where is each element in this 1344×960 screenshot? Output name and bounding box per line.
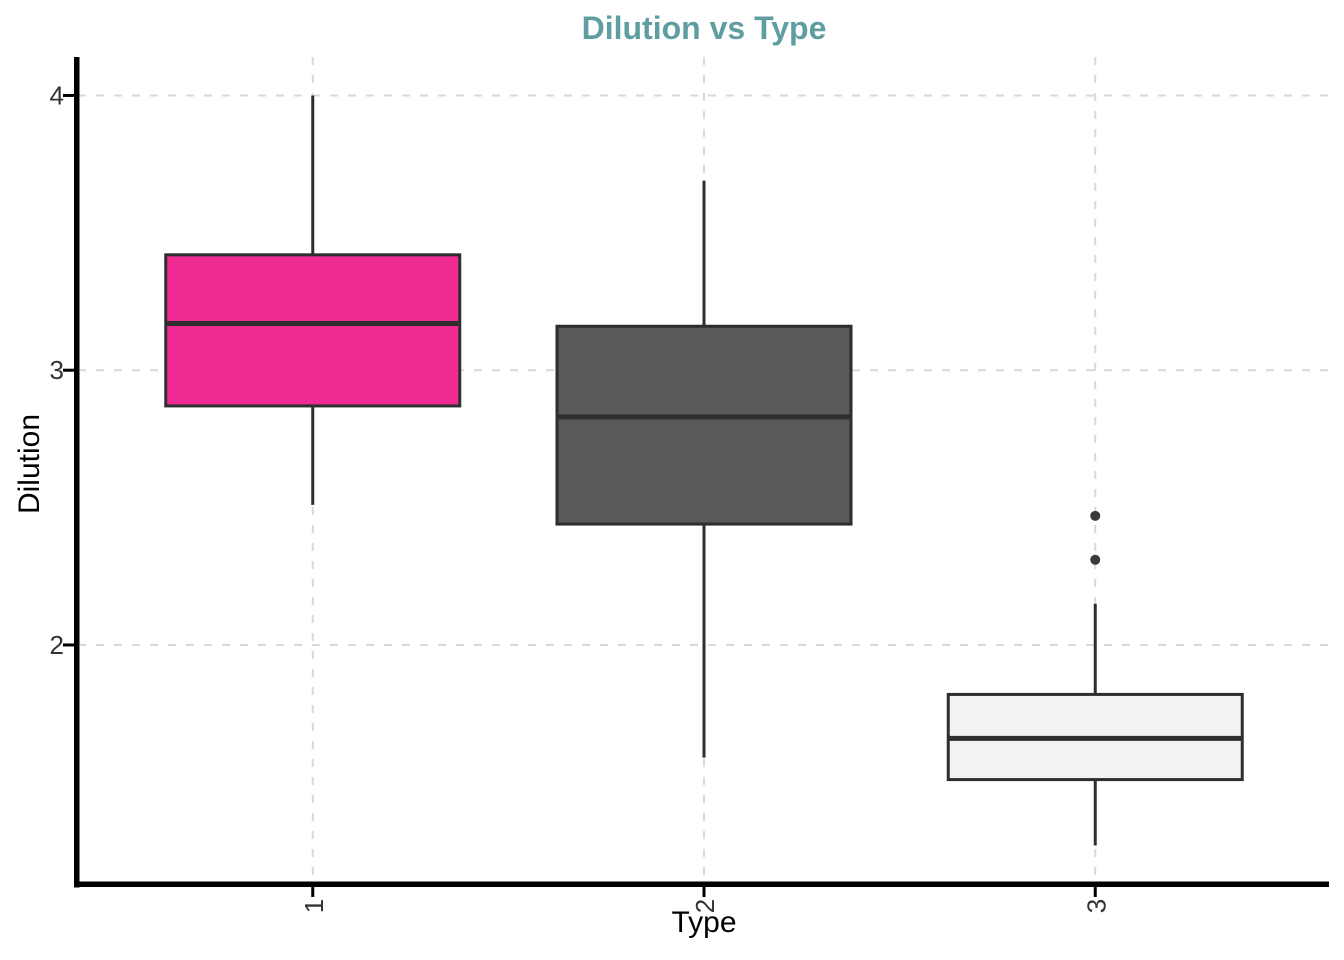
y-tick-label: 3: [50, 355, 64, 385]
x-axis-line: [74, 881, 1329, 887]
y-tick-label: 4: [50, 80, 64, 110]
outlier-point: [1090, 510, 1101, 521]
box-type-1: [164, 253, 462, 408]
y-tick-label: 2: [50, 630, 64, 660]
y-axis-line: [74, 57, 80, 888]
outlier-point: [1090, 554, 1101, 565]
box-type-2: [555, 324, 853, 526]
x-tick-label: 2: [690, 899, 720, 913]
x-tick-label: 1: [299, 899, 329, 913]
chart-title: Dilution vs Type: [581, 10, 827, 46]
x-axis-title: Type: [671, 906, 737, 939]
x-tick-label: 3: [1081, 899, 1111, 913]
